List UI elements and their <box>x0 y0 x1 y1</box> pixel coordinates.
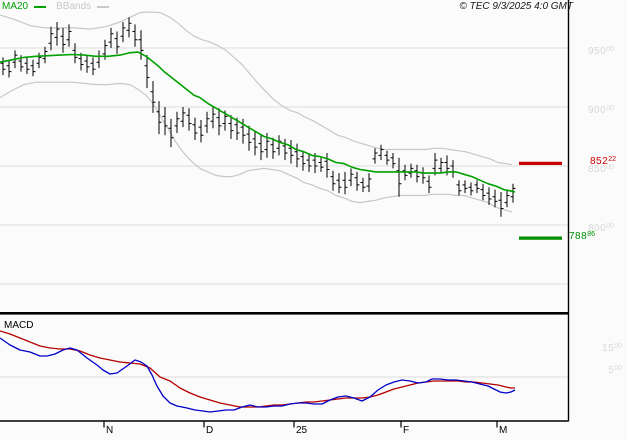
month-label-N: N <box>106 425 114 436</box>
legend-ma20-label: MA20 <box>2 1 29 12</box>
candles-layer <box>0 17 516 217</box>
macd-axis-label-1500: 1500 <box>602 343 622 354</box>
price-axis-label-90000: 90000 <box>588 105 614 116</box>
macd-signal-line <box>0 330 515 408</box>
support-level-label: 78886 <box>569 231 595 242</box>
macd-pane-title: MACD <box>4 320 34 331</box>
copyright-text: © TEC 9/3/2025 4:0 GMT <box>459 1 573 12</box>
macd-axis-label-500: 500 <box>608 365 622 376</box>
legend-ma20-swatch <box>34 5 47 8</box>
month-label-25: 25 <box>296 425 308 436</box>
price-axis-label-95000: 95000 <box>588 46 614 57</box>
macd-main-line <box>0 337 516 413</box>
month-label-M: M <box>499 425 508 436</box>
legend-bbands-label: BBands <box>56 1 92 12</box>
month-label-D: D <box>206 425 214 436</box>
price-axis-label-85000: 85000 <box>588 164 614 175</box>
legend: MA20 BBands <box>2 1 115 12</box>
legend-bbands-swatch <box>97 5 110 8</box>
price-axis-label-80000: 80000 <box>588 223 614 234</box>
bb-upper-line <box>0 11 513 166</box>
resistance-level-label: 85222 <box>590 156 616 167</box>
bb-lower-line <box>0 81 513 213</box>
month-label-F: F <box>403 425 410 436</box>
macd-pane-top-border <box>0 312 568 315</box>
ma20-line <box>0 51 516 193</box>
